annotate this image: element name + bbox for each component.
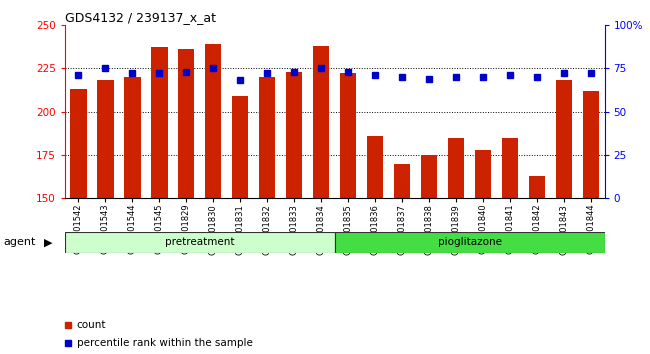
- Bar: [421, 155, 437, 198]
- Text: agent: agent: [3, 238, 36, 247]
- Bar: [313, 46, 330, 198]
- Bar: [475, 150, 491, 198]
- Bar: [98, 80, 114, 198]
- Text: pretreatment: pretreatment: [165, 238, 235, 247]
- Bar: [124, 77, 140, 198]
- Bar: [286, 72, 302, 198]
- Bar: [205, 44, 222, 198]
- Bar: [367, 136, 383, 198]
- Bar: [70, 89, 86, 198]
- Text: pioglitazone: pioglitazone: [437, 238, 502, 247]
- Bar: [178, 49, 194, 198]
- Text: GDS4132 / 239137_x_at: GDS4132 / 239137_x_at: [65, 11, 216, 24]
- Bar: [394, 164, 410, 198]
- Bar: [151, 47, 168, 198]
- Text: ▶: ▶: [44, 238, 53, 247]
- Bar: [232, 96, 248, 198]
- Bar: [583, 91, 599, 198]
- Bar: [65, 232, 335, 253]
- Text: count: count: [77, 320, 107, 330]
- Bar: [259, 77, 276, 198]
- Bar: [448, 137, 464, 198]
- Bar: [335, 232, 604, 253]
- Bar: [556, 80, 572, 198]
- Text: percentile rank within the sample: percentile rank within the sample: [77, 338, 253, 348]
- Bar: [502, 137, 518, 198]
- Bar: [340, 73, 356, 198]
- Bar: [529, 176, 545, 198]
